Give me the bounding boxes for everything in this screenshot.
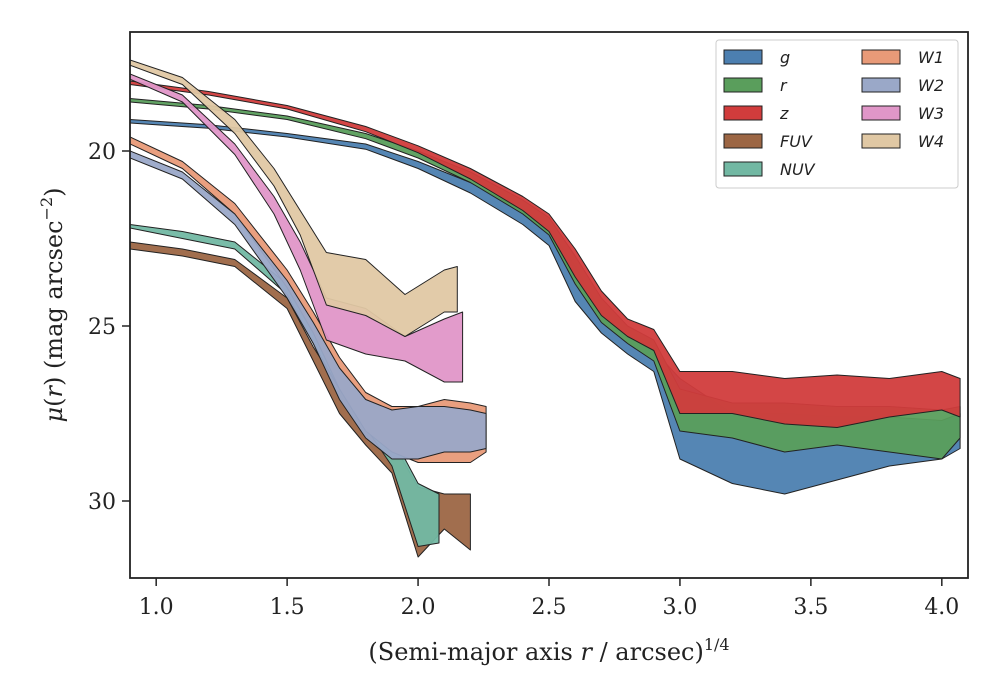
x-tick-label: 3.5 [793, 595, 828, 620]
legend-label-w1: W1 [918, 48, 944, 67]
x-axis-label: (Semi-major axis r / arcsec)1/4 [368, 635, 729, 666]
legend-swatch-w1 [861, 49, 901, 65]
legend-label-r: r [780, 76, 788, 95]
y-axis-label: μ(r) (mag arcsec−2) [37, 187, 68, 422]
legend-label-w4: W4 [918, 132, 944, 151]
legend-label-g: g [780, 48, 790, 67]
legend-swatch-w2 [861, 77, 901, 93]
legend-swatch-w4 [861, 133, 901, 149]
x-tick-label: 1.5 [270, 595, 305, 620]
y-tick-label: 30 [88, 490, 116, 515]
legend-swatch-w3 [861, 105, 901, 121]
x-tick-label: 4.0 [924, 595, 959, 620]
legend-box [715, 39, 959, 189]
legend-label-w3: W3 [918, 104, 944, 123]
y-axis: 20 25 30 [88, 140, 130, 515]
series-layer [130, 59, 961, 558]
legend-swatch-z [723, 105, 763, 121]
legend-swatch-nuv [723, 161, 763, 177]
legend-label-w2: W2 [918, 76, 944, 95]
series-band-w2 [130, 150, 487, 460]
legend-swatch-g [723, 49, 763, 65]
legend-label-z: z [779, 104, 789, 123]
x-tick-label: 2.5 [532, 595, 567, 620]
series-band-w4 [130, 59, 458, 337]
legend-label-nuv: NUV [780, 160, 816, 179]
x-axis: 1.0 1.5 2.0 2.5 3.0 3.5 4.0 [139, 578, 959, 620]
x-tick-label: 2.0 [401, 595, 436, 620]
y-tick-label: 20 [88, 140, 116, 165]
legend-swatch-r [723, 77, 763, 93]
legend-swatch-fuv [723, 133, 763, 149]
series-band-w3 [130, 73, 464, 383]
x-tick-label: 3.0 [662, 595, 697, 620]
y-tick-label: 25 [88, 315, 116, 340]
legend: grz FUV NUV W1 W2 W3 W4 [715, 39, 959, 189]
series-band-z [130, 80, 961, 428]
legend-label-fuv: FUV [780, 132, 813, 151]
x-tick-label: 1.0 [139, 595, 174, 620]
